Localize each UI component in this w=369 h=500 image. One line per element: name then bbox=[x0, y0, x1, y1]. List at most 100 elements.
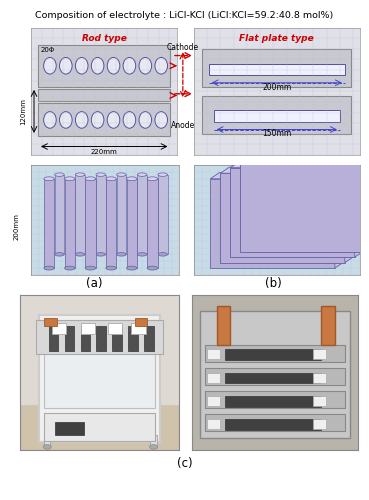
Text: (a): (a) bbox=[86, 278, 102, 290]
Polygon shape bbox=[335, 172, 344, 268]
Polygon shape bbox=[345, 167, 354, 262]
Ellipse shape bbox=[107, 112, 120, 128]
Ellipse shape bbox=[75, 252, 85, 256]
Bar bbox=[205, 368, 345, 385]
Bar bbox=[313, 419, 326, 429]
Bar bbox=[205, 344, 345, 362]
Ellipse shape bbox=[44, 177, 54, 180]
Bar bbox=[112, 326, 122, 351]
Bar bbox=[117, 174, 126, 254]
Polygon shape bbox=[210, 172, 344, 179]
Bar bbox=[80, 323, 95, 334]
Polygon shape bbox=[230, 162, 364, 168]
Bar bbox=[49, 326, 58, 351]
Text: 20Φ: 20Φ bbox=[41, 47, 55, 53]
Ellipse shape bbox=[158, 252, 168, 256]
Bar bbox=[144, 326, 154, 351]
Ellipse shape bbox=[137, 173, 147, 176]
Bar bbox=[313, 372, 326, 382]
Bar bbox=[225, 349, 321, 360]
Bar bbox=[52, 323, 66, 334]
Bar bbox=[135, 318, 147, 326]
Ellipse shape bbox=[147, 177, 158, 180]
Polygon shape bbox=[365, 156, 369, 252]
Bar bbox=[131, 323, 146, 334]
Bar bbox=[108, 323, 122, 334]
Bar bbox=[158, 174, 168, 254]
Bar bbox=[202, 49, 352, 87]
Text: 150mm: 150mm bbox=[262, 129, 292, 138]
Ellipse shape bbox=[65, 177, 75, 180]
Ellipse shape bbox=[65, 266, 75, 270]
Bar bbox=[39, 315, 160, 442]
Bar bbox=[128, 326, 138, 351]
Bar bbox=[321, 306, 335, 344]
Bar bbox=[220, 174, 345, 262]
Ellipse shape bbox=[55, 173, 64, 176]
Ellipse shape bbox=[96, 252, 106, 256]
Bar bbox=[225, 396, 321, 406]
Bar bbox=[313, 349, 326, 360]
Bar bbox=[209, 64, 345, 76]
Bar bbox=[65, 326, 74, 351]
Ellipse shape bbox=[59, 58, 72, 74]
Bar bbox=[225, 419, 321, 430]
Polygon shape bbox=[220, 167, 354, 173]
Ellipse shape bbox=[91, 58, 104, 74]
Ellipse shape bbox=[59, 112, 72, 128]
Bar bbox=[38, 89, 170, 101]
Bar bbox=[85, 179, 96, 268]
Bar bbox=[207, 396, 220, 406]
Bar bbox=[207, 349, 220, 360]
Bar bbox=[210, 179, 335, 268]
Bar bbox=[36, 320, 163, 354]
Bar bbox=[44, 434, 51, 447]
Ellipse shape bbox=[127, 266, 137, 270]
Bar bbox=[65, 179, 75, 268]
Bar bbox=[75, 174, 85, 254]
Bar bbox=[207, 419, 220, 429]
Ellipse shape bbox=[139, 112, 152, 128]
Ellipse shape bbox=[106, 266, 116, 270]
Polygon shape bbox=[355, 162, 364, 257]
Text: 120mm: 120mm bbox=[20, 98, 27, 125]
Ellipse shape bbox=[107, 58, 120, 74]
Bar bbox=[217, 306, 230, 344]
Ellipse shape bbox=[149, 444, 158, 449]
Bar bbox=[205, 391, 345, 408]
Bar bbox=[240, 162, 365, 252]
Bar bbox=[230, 168, 355, 257]
Text: 220mm: 220mm bbox=[91, 150, 118, 156]
Bar bbox=[55, 422, 84, 434]
Ellipse shape bbox=[123, 58, 136, 74]
Bar bbox=[207, 372, 220, 382]
Text: Rod type: Rod type bbox=[82, 34, 127, 42]
Bar bbox=[225, 372, 321, 384]
Text: 200mm: 200mm bbox=[14, 214, 20, 240]
Bar bbox=[38, 44, 170, 87]
Text: (b): (b) bbox=[265, 278, 282, 290]
Text: 200mm: 200mm bbox=[262, 82, 292, 92]
Ellipse shape bbox=[117, 173, 126, 176]
Ellipse shape bbox=[55, 252, 64, 256]
Ellipse shape bbox=[155, 112, 168, 128]
Text: Cathode: Cathode bbox=[166, 43, 199, 52]
Ellipse shape bbox=[123, 112, 136, 128]
Bar bbox=[38, 103, 170, 136]
Ellipse shape bbox=[137, 252, 147, 256]
Bar bbox=[44, 349, 155, 408]
Bar bbox=[205, 414, 345, 432]
Bar bbox=[44, 413, 155, 440]
Bar bbox=[202, 96, 352, 134]
Ellipse shape bbox=[85, 266, 96, 270]
Bar bbox=[137, 174, 147, 254]
Ellipse shape bbox=[139, 58, 152, 74]
Bar bbox=[127, 179, 137, 268]
Text: Composition of electrolyte : LiCl-KCl (LiCl:KCl=59.2:40.8 mol%): Composition of electrolyte : LiCl-KCl (L… bbox=[35, 11, 334, 20]
Text: Flat plate type: Flat plate type bbox=[239, 34, 314, 42]
Bar bbox=[96, 326, 106, 351]
Bar bbox=[80, 326, 90, 351]
Ellipse shape bbox=[127, 177, 137, 180]
Ellipse shape bbox=[43, 444, 51, 449]
Ellipse shape bbox=[75, 58, 88, 74]
